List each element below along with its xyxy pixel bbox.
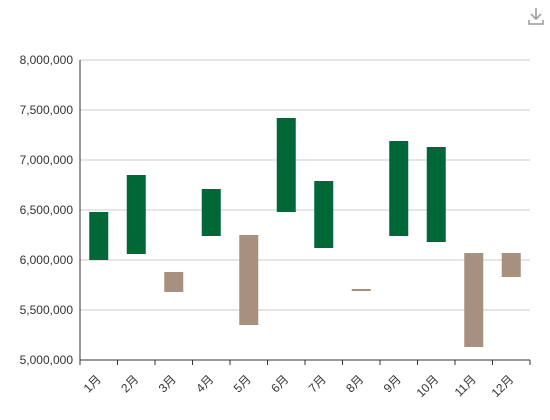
bar-increase[interactable] xyxy=(389,141,409,236)
x-tick-label: 4月 xyxy=(193,372,216,395)
y-tick-label: 5,000,000 xyxy=(20,353,74,367)
bar-increase[interactable] xyxy=(314,181,334,248)
bar-increase[interactable] xyxy=(426,147,446,242)
y-tick-label: 6,500,000 xyxy=(20,203,74,217)
x-tick-label: 8月 xyxy=(343,372,366,395)
y-tick-label: 7,500,000 xyxy=(20,103,74,117)
bar-increase[interactable] xyxy=(201,189,221,236)
bar-increase[interactable] xyxy=(276,118,296,212)
x-axis xyxy=(79,60,531,365)
x-tick-label: 10月 xyxy=(414,372,442,400)
x-tick-label: 5月 xyxy=(231,372,254,395)
y-tick-label: 8,000,000 xyxy=(20,53,74,67)
y-tick-label: 6,000,000 xyxy=(20,253,74,267)
x-tick-label: 3月 xyxy=(156,372,179,395)
y-tick-label: 7,000,000 xyxy=(20,153,74,167)
bar-decrease[interactable] xyxy=(164,272,184,292)
bar-decrease[interactable] xyxy=(501,253,521,277)
bar-increase[interactable] xyxy=(126,175,146,254)
bar-decrease[interactable] xyxy=(239,235,259,325)
bar-decrease[interactable] xyxy=(351,289,371,291)
download-icon[interactable] xyxy=(526,6,546,26)
x-axis-ticks: 1月 2月 3月 4月 5月 6月 7月 8月 9月 10月 11月 12月 xyxy=(81,372,517,400)
x-tick-label: 1月 xyxy=(81,372,104,395)
x-tick-label: 12月 xyxy=(489,372,517,400)
x-tick-label: 7月 xyxy=(306,372,329,395)
y-tick-label: 5,500,000 xyxy=(20,303,74,317)
grid-lines xyxy=(80,59,530,311)
x-tick-label: 9月 xyxy=(381,372,404,395)
x-tick-label: 2月 xyxy=(118,372,141,395)
x-tick-label: 6月 xyxy=(268,372,291,395)
x-tick-label: 11月 xyxy=(452,372,479,399)
y-axis-ticks: 5,000,000 5,500,000 6,000,000 6,500,000 7,00… xyxy=(20,53,74,367)
bars xyxy=(89,118,521,347)
bar-decrease[interactable] xyxy=(464,253,484,347)
bar-increase[interactable] xyxy=(89,212,109,260)
